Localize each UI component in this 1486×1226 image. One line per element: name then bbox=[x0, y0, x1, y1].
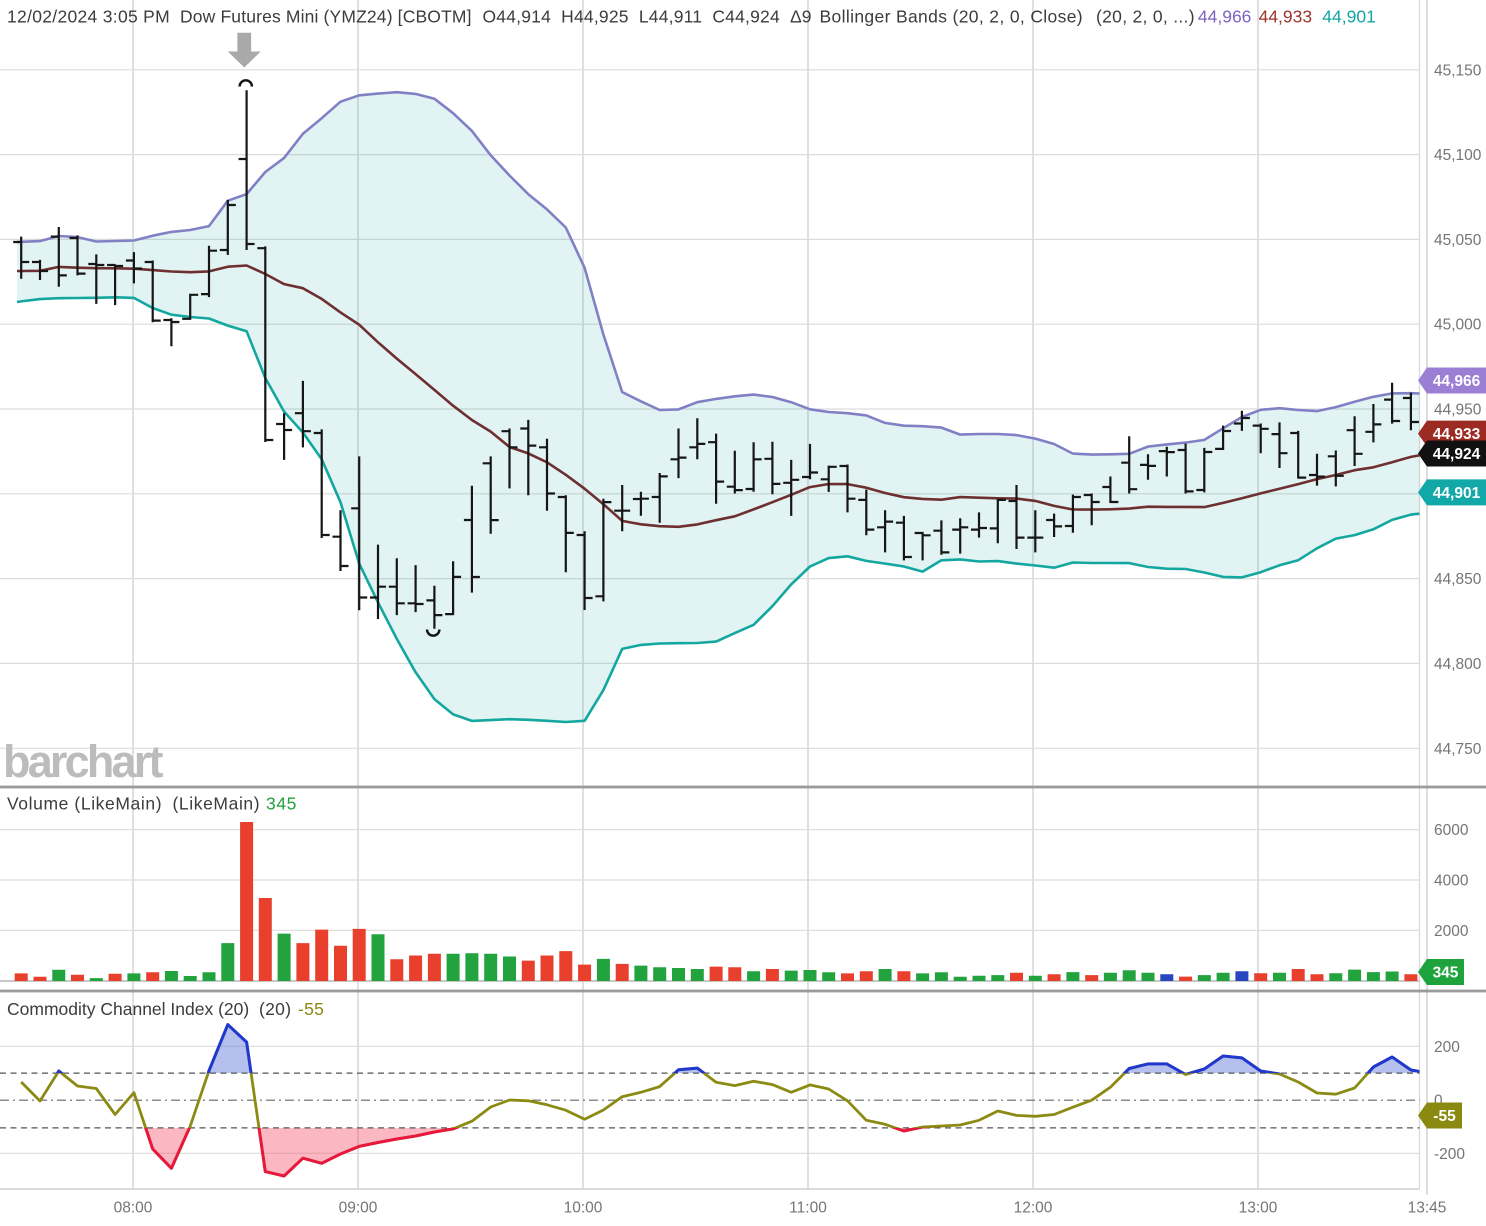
svg-text:12/02/2024 3:05 PM: 12/02/2024 3:05 PM bbox=[7, 7, 170, 27]
svg-text:(20): (20) bbox=[259, 999, 291, 1019]
svg-text:45,100: 45,100 bbox=[1434, 147, 1482, 164]
svg-text:45,000: 45,000 bbox=[1434, 317, 1482, 334]
svg-text:13:45: 13:45 bbox=[1408, 1200, 1447, 1217]
svg-text:11:00: 11:00 bbox=[789, 1200, 827, 1217]
svg-text:barchart: barchart bbox=[3, 736, 163, 787]
svg-text:4000: 4000 bbox=[1434, 873, 1469, 890]
svg-text:200: 200 bbox=[1434, 1039, 1460, 1056]
svg-text:Δ9: Δ9 bbox=[790, 7, 811, 27]
svg-text:0: 0 bbox=[1434, 1093, 1443, 1110]
svg-text:44,933: 44,933 bbox=[1259, 7, 1313, 27]
svg-text:44,850: 44,850 bbox=[1434, 571, 1482, 588]
svg-text:-55: -55 bbox=[298, 999, 324, 1019]
svg-text:345: 345 bbox=[266, 794, 297, 814]
svg-text:10:00: 10:00 bbox=[564, 1200, 603, 1217]
svg-text:08:00: 08:00 bbox=[114, 1200, 153, 1217]
svg-text:Volume (LikeMain): Volume (LikeMain) bbox=[7, 794, 162, 814]
svg-text:44,966: 44,966 bbox=[1198, 7, 1252, 27]
svg-text:44,950: 44,950 bbox=[1434, 402, 1482, 419]
svg-text:Bollinger Bands (20, 2, 0, Clo: Bollinger Bands (20, 2, 0, Close) bbox=[820, 7, 1084, 27]
svg-text:(20, 2, 0, ...): (20, 2, 0, ...) bbox=[1096, 7, 1195, 27]
svg-text:O44,914 H44,925 L44,911 C44: O44,914 H44,925 L44,911 C44,924 bbox=[483, 7, 780, 27]
svg-text:44,901: 44,901 bbox=[1433, 485, 1481, 502]
svg-text:(LikeMain): (LikeMain) bbox=[173, 794, 261, 814]
svg-text:12:00: 12:00 bbox=[1014, 1200, 1053, 1217]
svg-text:44,966: 44,966 bbox=[1433, 373, 1481, 390]
svg-text:-200: -200 bbox=[1434, 1146, 1465, 1163]
svg-text:Dow Futures Mini (YMZ24) [CBOT: Dow Futures Mini (YMZ24) [CBOTM] bbox=[180, 7, 472, 27]
svg-text:44,901: 44,901 bbox=[1322, 7, 1376, 27]
svg-text:44,933: 44,933 bbox=[1433, 426, 1481, 443]
svg-text:44,924: 44,924 bbox=[1433, 446, 1481, 463]
svg-text:44,750: 44,750 bbox=[1434, 741, 1482, 758]
svg-text:2000: 2000 bbox=[1434, 923, 1469, 940]
svg-text:45,050: 45,050 bbox=[1434, 232, 1482, 249]
svg-text:44,800: 44,800 bbox=[1434, 656, 1482, 673]
svg-text:6000: 6000 bbox=[1434, 822, 1469, 839]
svg-text:Commodity Channel Index (20): Commodity Channel Index (20) bbox=[7, 999, 249, 1019]
svg-text:345: 345 bbox=[1433, 965, 1459, 982]
svg-text:-55: -55 bbox=[1433, 1108, 1456, 1125]
svg-text:45,150: 45,150 bbox=[1434, 62, 1482, 79]
svg-text:13:00: 13:00 bbox=[1239, 1200, 1278, 1217]
svg-text:09:00: 09:00 bbox=[339, 1200, 378, 1217]
